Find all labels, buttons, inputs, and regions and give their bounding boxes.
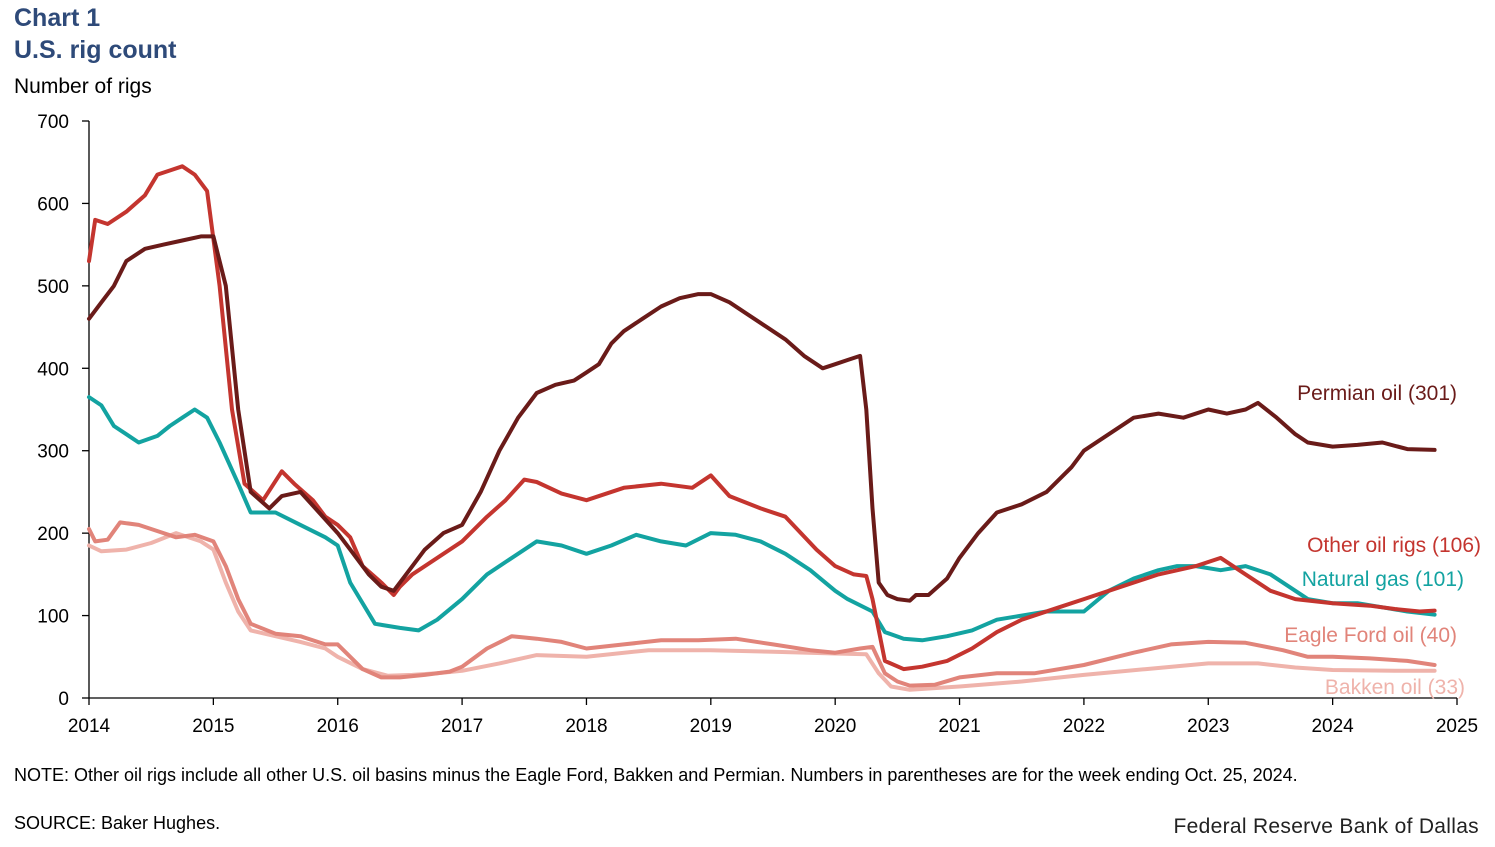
series-label-permian-oil: Permian oil (301) [1297, 382, 1457, 405]
x-tick-label: 2015 [192, 716, 234, 737]
series-line-permian-oil [87, 234, 1437, 603]
series-line-bakken-oil [87, 531, 1437, 692]
x-tick-label: 2021 [938, 716, 980, 737]
y-tick-label: 500 [37, 277, 69, 298]
brand-wordmark: Federal Reserve Bank of Dallas [1173, 815, 1479, 838]
chart-source: SOURCE: Baker Hughes. [14, 813, 221, 833]
series-line-other-oil-rigs [87, 164, 1437, 672]
x-tick-label: 2014 [68, 716, 111, 737]
x-tick-label: 2017 [441, 716, 483, 737]
x-tick-label: 2018 [565, 716, 607, 737]
y-tick-label: 300 [37, 442, 69, 463]
y-tick-label: 700 [37, 112, 69, 133]
y-tick-label: 400 [37, 359, 69, 380]
x-tick-label: 2022 [1063, 716, 1105, 737]
chart-note: NOTE: Other oil rigs include all other U… [14, 765, 1298, 785]
series-line-eagle-ford-oil [87, 520, 1437, 688]
series-lines [87, 164, 1437, 692]
chart-number: Chart 1 [14, 4, 101, 32]
x-tick-label: 2016 [317, 716, 359, 737]
y-tick-label: 0 [58, 689, 69, 710]
chart-title: U.S. rig count [14, 36, 177, 64]
x-tick-label: 2019 [690, 716, 732, 737]
series-label-other-oil-rigs: Other oil rigs (106) [1307, 534, 1481, 557]
axes: 0 100 200 300 400 500 600 700 2014 2015 2016 2017 20… [37, 112, 1478, 737]
rig-count-chart: 0 100 200 300 400 500 600 700 2014 2015 2016 2017 20… [37, 112, 1481, 737]
y-tick-label: 600 [37, 194, 69, 215]
y-axis-label: Number of rigs [14, 75, 152, 98]
y-tick-label: 200 [37, 524, 69, 545]
series-line-natural-gas [87, 395, 1437, 643]
x-tick-label: 2023 [1187, 716, 1229, 737]
series-label-eagle-ford-oil: Eagle Ford oil (40) [1284, 624, 1457, 647]
x-tick-label: 2024 [1311, 716, 1354, 737]
series-labels: Bakken oil (33) Eagle Ford oil (40) Natura… [1284, 382, 1481, 699]
series-label-bakken-oil: Bakken oil (33) [1325, 676, 1465, 699]
x-tick-label: 2025 [1436, 716, 1478, 737]
x-tick-label: 2020 [814, 716, 856, 737]
y-tick-label: 100 [37, 607, 69, 628]
series-label-natural-gas: Natural gas (101) [1302, 568, 1464, 591]
